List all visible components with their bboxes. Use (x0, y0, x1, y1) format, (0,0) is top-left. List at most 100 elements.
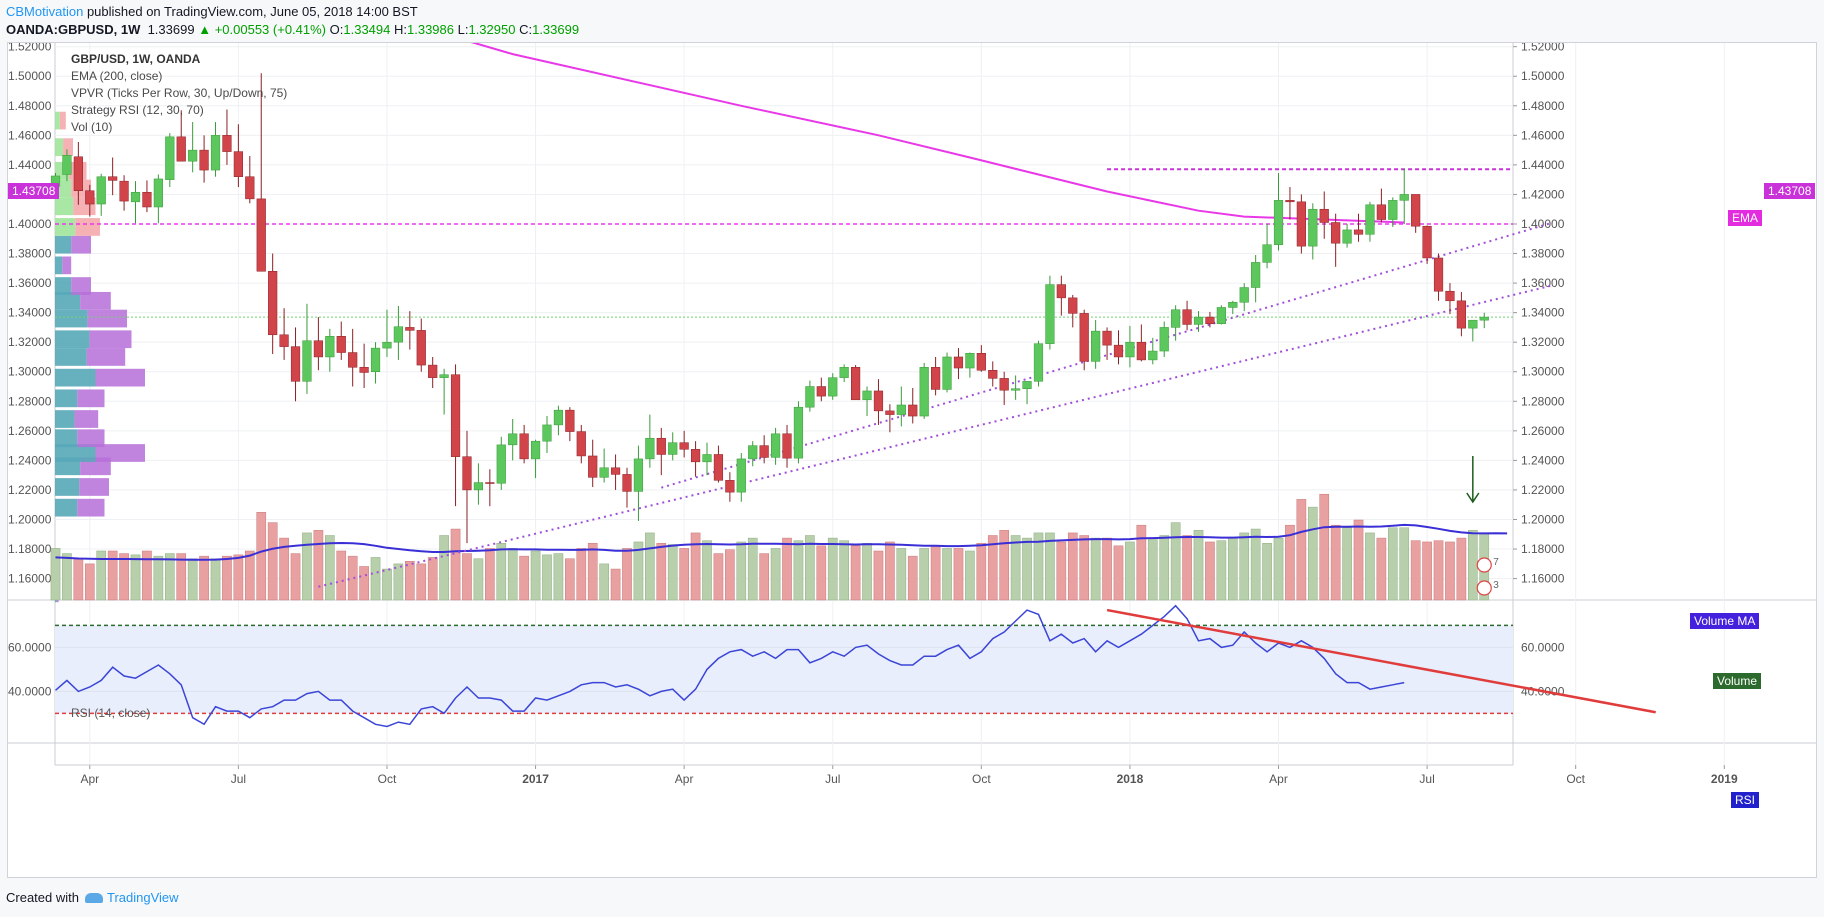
volume-bar (919, 548, 930, 601)
volume-bar (1250, 528, 1261, 601)
candle-body (1342, 229, 1352, 244)
volume-bar (427, 557, 438, 601)
time-tick-label: 2019 (1711, 772, 1738, 786)
rsi-pane-title[interactable]: RSI (14, close) (71, 706, 151, 720)
price-tick-label-left: 1.24000 (8, 453, 52, 467)
volume-bar (439, 535, 449, 601)
volume-bar (633, 541, 644, 601)
volume-bar (462, 553, 472, 601)
candle (62, 149, 72, 182)
price-tick-label-left: 1.40000 (8, 217, 52, 231)
volume-bar (725, 549, 735, 601)
candle-body (553, 409, 564, 426)
price-tick-label: 1.46000 (1521, 128, 1565, 142)
candle (805, 380, 815, 412)
volume-bar (485, 548, 495, 601)
profile-row-down (79, 478, 109, 496)
profile-row-up (55, 256, 63, 275)
volume-bar (999, 530, 1010, 601)
low-label: L: (457, 22, 469, 37)
candle-body (496, 444, 506, 484)
volume-bar (507, 548, 518, 601)
candle-body (645, 437, 655, 460)
volume-bar (130, 554, 141, 601)
event-count-label: 3 (1493, 580, 1499, 591)
price-chart-svg[interactable]: 1.52000 1.52000 1.50000 1.50000 1.48000 1.480… (8, 43, 1816, 877)
tradingview-link[interactable]: TradingView (106, 890, 179, 905)
legend-ema[interactable]: EMA (200, close) (71, 69, 163, 83)
candle (1239, 283, 1249, 312)
high-value: 1.33986 (407, 22, 454, 37)
candle-body (1308, 208, 1318, 247)
candle-body (199, 149, 209, 171)
rsi-tick-label: 60.0000 (1521, 640, 1565, 654)
candle (1342, 223, 1352, 248)
candle (325, 328, 335, 372)
candle (1091, 320, 1101, 369)
price-tick-label: 1.38000 (1521, 247, 1565, 261)
candle-body (153, 178, 163, 208)
candle (256, 73, 266, 272)
volume-profile-vpvr (55, 111, 145, 603)
candle-body (1159, 327, 1169, 352)
volume-bar (1330, 524, 1341, 601)
volume-bar (1422, 541, 1432, 601)
candle-body (130, 191, 141, 203)
candle (530, 439, 541, 479)
candle-body (1079, 313, 1089, 362)
candle-body (1479, 316, 1489, 321)
candle (519, 424, 529, 464)
profile-row-up (55, 277, 72, 295)
volume-bar (222, 555, 232, 601)
volume-bar (176, 553, 187, 601)
volume-bar (1170, 522, 1181, 601)
candle-body (588, 455, 598, 478)
time-tick-label: Apr (80, 772, 99, 786)
candle-body (416, 330, 426, 366)
candle (542, 416, 552, 453)
profile-row-up (55, 330, 90, 349)
price-tick-label-left: 1.50000 (8, 69, 52, 83)
volume-bar (142, 550, 152, 601)
candle-body (485, 482, 495, 484)
candle-body (359, 367, 369, 373)
candle (268, 253, 278, 355)
candle-body (313, 340, 323, 358)
candle-body (245, 176, 255, 200)
candle (1331, 213, 1341, 267)
volume-bar (1205, 541, 1215, 601)
profile-row-down (71, 235, 91, 254)
candle (862, 386, 872, 417)
candle-body (896, 404, 906, 415)
volume-bar (839, 540, 849, 601)
volume-bar (907, 555, 918, 601)
volume-bar (519, 555, 529, 601)
chart-area[interactable]: 1.52000 1.52000 1.50000 1.50000 1.48000 1.480… (7, 42, 1817, 878)
price-tick-label-left: 1.22000 (8, 483, 52, 497)
open-label: O: (329, 22, 344, 37)
volume-bar (1285, 524, 1295, 601)
legend-strategy-rsi[interactable]: Strategy RSI (12, 30, 70) (71, 103, 204, 117)
profile-row-up (55, 410, 75, 428)
candle (553, 405, 564, 436)
profile-row-up (55, 478, 80, 496)
volume-bar (816, 545, 827, 601)
candle-body (1068, 297, 1078, 314)
volume-bar (1079, 535, 1090, 601)
legend-volume[interactable]: Vol (10) (71, 120, 113, 134)
time-tick-label: 2018 (1117, 772, 1144, 786)
volume-bar (782, 537, 792, 601)
price-tick-label: 1.34000 (1521, 306, 1565, 320)
candle (1456, 291, 1466, 337)
candle (313, 317, 323, 371)
volume-bar (1159, 535, 1170, 601)
legend-vpvr[interactable]: VPVR (Ticks Per Row, 30, Up/Down, 75) (71, 86, 288, 100)
author-link[interactable]: CBMotivation (6, 4, 84, 19)
candle (908, 387, 918, 424)
volume-bar (302, 532, 312, 601)
volume-bar (370, 557, 381, 601)
chart-legend: GBP/USD, 1W, OANDA EMA (200, close) VPVR… (71, 51, 287, 136)
candle (302, 303, 312, 394)
candle (1308, 203, 1318, 260)
candle (770, 427, 781, 465)
